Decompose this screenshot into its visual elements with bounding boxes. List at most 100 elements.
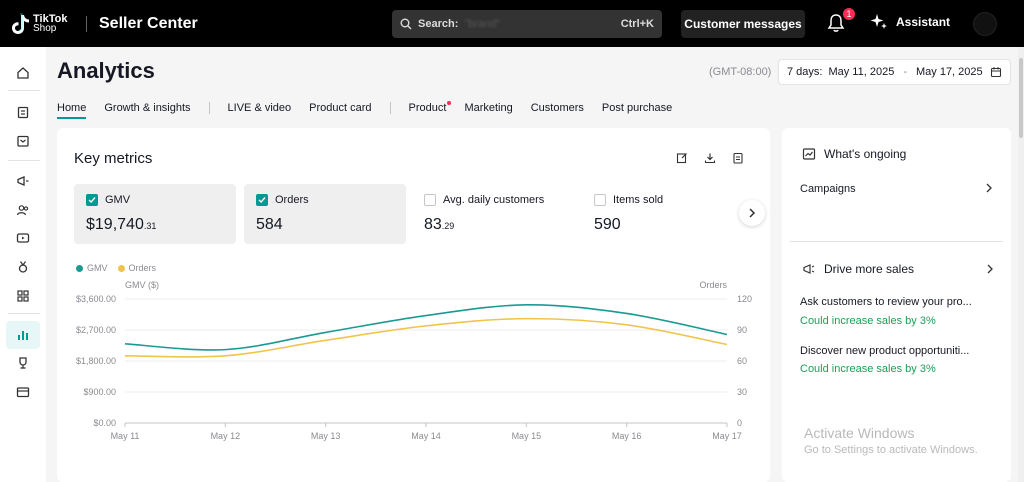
metric-value: 584 (256, 216, 283, 233)
metric-decimals: .31 (143, 221, 157, 231)
assistant-label: Assistant (896, 15, 951, 29)
tab-live-video[interactable]: LIVE & video (227, 102, 292, 114)
top-bar: TikTok Shop Seller Center Search: "brand… (0, 0, 1024, 47)
checkbox-checked-icon[interactable] (86, 194, 98, 206)
tab-product-card[interactable]: Product card (309, 102, 372, 114)
left-axis-tick-label: $900.00 (83, 387, 116, 397)
metric-label: Items sold (613, 194, 664, 206)
x-axis-tick-label: May 14 (411, 431, 441, 441)
chevron-right-icon (987, 264, 993, 274)
suggestion-text[interactable]: Discover new product opportuniti... (800, 345, 970, 357)
whats-ongoing-title: What's ongoing (824, 147, 907, 161)
search-icon (400, 18, 412, 30)
medal-icon[interactable] (14, 258, 32, 276)
logo-text-shop: Shop (33, 22, 57, 34)
edit-icon[interactable] (676, 152, 688, 164)
sparkle-icon (870, 14, 887, 29)
orders-clipboard-icon[interactable] (14, 103, 32, 121)
checkbox-unchecked-icon[interactable] (594, 194, 606, 206)
tab-divider (389, 102, 391, 114)
assistant-button[interactable]: Assistant (870, 13, 950, 31)
metric-label: GMV (105, 194, 131, 206)
metric-card-orders[interactable]: Orders 584 (244, 184, 406, 244)
date-range-picker[interactable]: 7 days: May 11, 2025 - May 17, 2025 (778, 59, 1011, 85)
tab-marketing[interactable]: Marketing (464, 102, 513, 114)
search-input[interactable]: Search: "brand" Ctrl+K (392, 10, 662, 38)
x-axis-tick-label: May 11 (111, 431, 140, 441)
chart-legend: GMV Orders (76, 263, 156, 273)
bell-icon[interactable] (826, 13, 846, 33)
analytics-tabs: Home Growth & insights LIVE & video Prod… (57, 100, 690, 119)
metric-prefix: $ (86, 216, 95, 233)
tab-home[interactable]: Home (57, 102, 87, 119)
analytics-bar-chart-icon[interactable] (14, 326, 32, 344)
left-axis-tick-label: $0.00 (93, 418, 116, 428)
watermark-subtitle: Go to Settings to activate Windows. (804, 444, 978, 456)
watermark-title: Activate Windows (804, 425, 915, 441)
suggestion-text[interactable]: Ask customers to review your pro... (800, 296, 972, 308)
metric-card-items-sold[interactable]: Items sold 590 (582, 184, 744, 244)
megaphone-icon (803, 264, 815, 274)
report-icon[interactable] (732, 152, 744, 164)
windows-activation-watermark: Activate Windows Go to Settings to activ… (804, 425, 978, 456)
drive-more-sales-title: Drive more sales (824, 262, 915, 276)
metric-card-avg-daily-customers[interactable]: Avg. daily customers 83.29 (412, 184, 574, 244)
sidebar (0, 47, 46, 482)
checkbox-unchecked-icon[interactable] (424, 194, 436, 206)
metric-value: 590 (594, 216, 621, 233)
search-shortcut: Ctrl+K (620, 18, 654, 30)
calendar-icon (990, 67, 1002, 78)
date-range-start: May 11, 2025 (828, 66, 895, 78)
header-divider (86, 15, 87, 32)
avatar[interactable] (973, 12, 997, 36)
checkbox-checked-icon[interactable] (256, 194, 268, 206)
megaphone-icon[interactable] (14, 172, 32, 190)
page-title: Analytics (57, 58, 155, 83)
key-metrics-card: Key metrics GMV $19,740.31 Orders 584 Av… (57, 128, 770, 482)
legend-label: GMV (87, 263, 108, 273)
right-axis-title: Orders (699, 280, 727, 290)
inbox-icon[interactable] (14, 132, 32, 150)
metric-card-gmv[interactable]: GMV $19,740.31 (74, 184, 236, 244)
legend-item-gmv[interactable]: GMV (76, 263, 108, 273)
suggestion-impact: Could increase sales by 3% (800, 363, 936, 375)
sidebar-divider (8, 90, 40, 91)
metric-value: 19,740 (94, 216, 144, 233)
app-title: Seller Center (99, 14, 198, 32)
tab-growth-insights[interactable]: Growth & insights (104, 102, 191, 114)
campaigns-row[interactable]: Campaigns (800, 183, 993, 195)
apps-grid-icon[interactable] (14, 287, 32, 305)
suggestion-impact: Could increase sales by 3% (800, 315, 936, 327)
legend-item-orders[interactable]: Orders (117, 263, 156, 273)
x-axis-tick-label: May 15 (512, 431, 542, 441)
chevron-right-icon (749, 208, 756, 218)
right-axis-tick-label: 60 (737, 356, 747, 366)
tab-customers[interactable]: Customers (530, 102, 584, 114)
notification-badge: 1 (842, 7, 856, 21)
right-axis-tick-label: 0 (737, 418, 742, 428)
tab-post-purchase[interactable]: Post purchase (601, 102, 673, 114)
left-axis-tick-label: $2,700.00 (76, 325, 116, 335)
left-axis-tick-label: $3,600.00 (76, 294, 116, 304)
search-placeholder: "brand" (464, 18, 501, 30)
users-icon[interactable] (14, 201, 32, 219)
video-icon[interactable] (14, 229, 32, 247)
whats-ongoing-header: What's ongoing (802, 147, 906, 161)
sidebar-divider (8, 313, 40, 314)
x-axis-tick-label: May 13 (311, 431, 341, 441)
home-icon[interactable] (14, 64, 32, 82)
customer-messages-button[interactable]: Customer messages (681, 10, 805, 38)
tiktok-shop-logo[interactable]: TikTok Shop (10, 13, 82, 35)
right-axis-tick-label: 30 (737, 387, 747, 397)
tab-product[interactable]: Product (409, 101, 452, 114)
metrics-next-button[interactable] (739, 200, 765, 226)
metric-label: Avg. daily customers (443, 194, 545, 206)
gmv-orders-line-chart: GMV ($) Orders $0.00 0 $900.00 30 $1,800.00 60 $… (76, 280, 752, 441)
download-icon[interactable] (704, 152, 716, 164)
wallet-icon[interactable] (14, 383, 32, 401)
trophy-icon[interactable] (14, 354, 32, 372)
logo-text-tiktok: TikTok (33, 12, 68, 25)
scrollbar-thumb[interactable] (1019, 58, 1023, 138)
drive-more-sales-header[interactable]: Drive more sales (802, 262, 993, 276)
page-scrollbar[interactable] (1018, 47, 1024, 482)
